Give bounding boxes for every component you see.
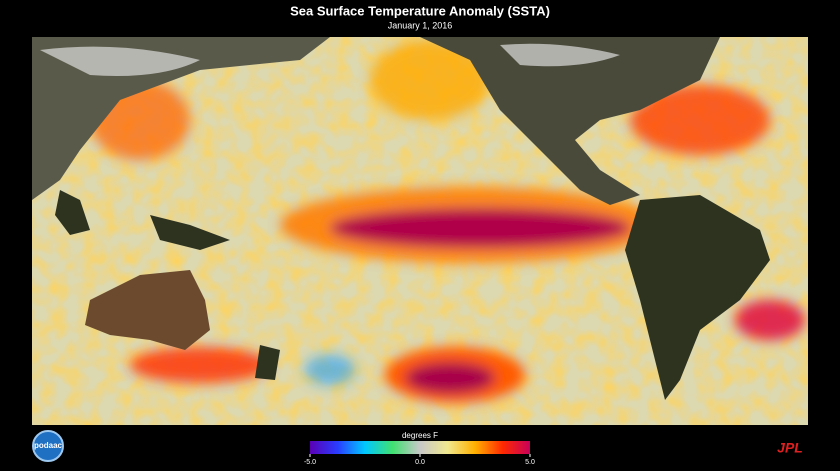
land bbox=[32, 37, 770, 400]
subtitle: January 1, 2016 bbox=[388, 20, 453, 30]
logo-left-text: podaac bbox=[34, 441, 63, 450]
logo-jpl: JPL bbox=[777, 440, 803, 456]
ice bbox=[40, 43, 620, 76]
colorbar-tick-label: -5.0 bbox=[304, 459, 316, 466]
colorbar-tick-label: 5.0 bbox=[525, 459, 535, 466]
logo-podaac bbox=[32, 430, 64, 462]
colorbar-tick-label: 0.0 bbox=[415, 459, 425, 466]
colorbar bbox=[310, 441, 530, 454]
colorbar-label: degrees F bbox=[402, 431, 438, 440]
map bbox=[32, 37, 808, 425]
title: Sea Surface Temperature Anomaly (SSTA) bbox=[290, 3, 550, 18]
